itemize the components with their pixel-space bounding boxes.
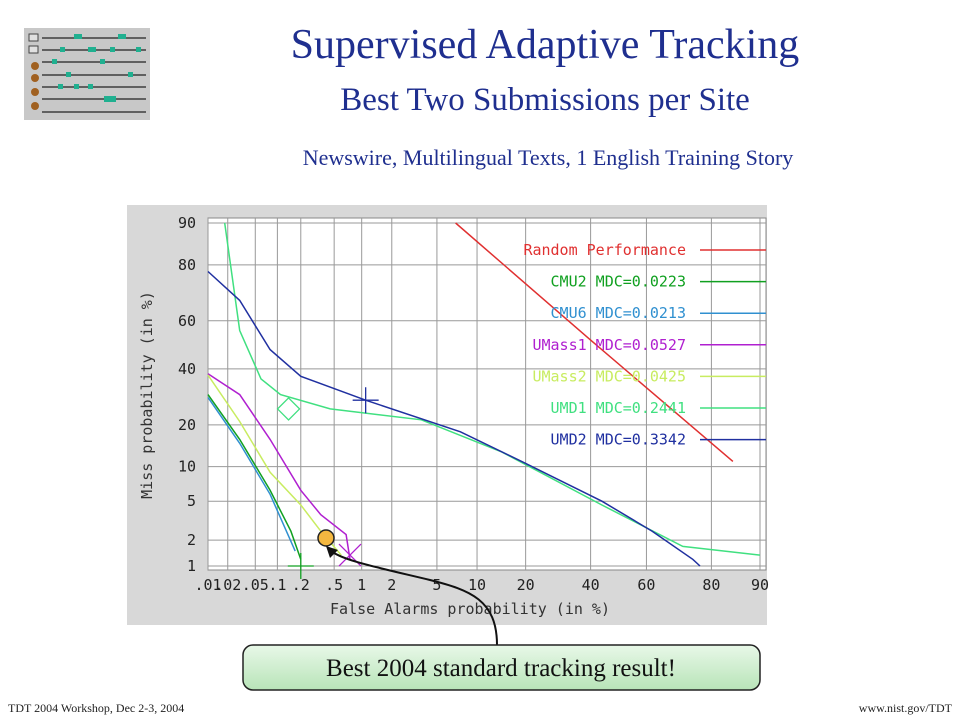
x-tick-label: 90 (751, 576, 769, 594)
callout-text: Best 2004 standard tracking result! (326, 655, 676, 682)
x-tick-label: 80 (702, 576, 720, 594)
highlight-circle (317, 529, 335, 547)
x-tick-label: 1 (357, 576, 366, 594)
y-tick-label: 90 (178, 214, 196, 232)
logo-icon (24, 28, 150, 120)
y-tick-label: 20 (178, 416, 196, 434)
det-curve (207, 270, 701, 567)
footer-left: TDT 2004 Workshop, Dec 2-3, 2004 (8, 701, 184, 715)
y-tick-label: 10 (178, 458, 196, 476)
plot-area (207, 217, 767, 571)
y-tick-label: 1 (187, 557, 196, 575)
title: Supervised Adaptive Tracking (291, 22, 800, 68)
det-curve (207, 396, 296, 552)
arrow-head (326, 546, 338, 558)
det-curve (455, 222, 734, 462)
y-axis-label: Miss probability (in %) (138, 291, 156, 499)
x-tick-label: .1 (268, 576, 286, 594)
legend-label: UMass1 MDC=0.0527 (532, 336, 686, 354)
legend-label: CMU6 MDC=0.0213 (551, 304, 686, 322)
y-tick-label: 5 (187, 492, 196, 510)
min-cost-marker (287, 553, 314, 579)
x-tick-label: 10 (468, 576, 486, 594)
legend-label: UMD2 MDC=0.3342 (551, 431, 686, 449)
det-curve (207, 373, 351, 560)
y-tick-label: 80 (178, 256, 196, 274)
subtitle: Best Two Submissions per Site (340, 82, 750, 118)
x-tick-label: .5 (325, 576, 343, 594)
x-tick-label: .05 (242, 576, 269, 594)
x-tick-label: 2 (387, 576, 396, 594)
x-tick-label: .02 (214, 576, 241, 594)
legend-label: UMass2 MDC=0.0425 (532, 367, 686, 385)
x-axis-label: False Alarms probability (in %) (330, 600, 610, 618)
x-tick-label: 60 (637, 576, 655, 594)
y-tick-label: 60 (178, 312, 196, 330)
x-tick-label: 20 (517, 576, 535, 594)
min-cost-marker (276, 396, 301, 421)
x-tick-label: 5 (432, 576, 441, 594)
x-tick-label: .2 (292, 576, 310, 594)
legend-label: CMU2 MDC=0.0223 (551, 273, 686, 291)
x-tick-label: .01 (194, 576, 221, 594)
min-cost-marker (352, 387, 379, 414)
legend-label: UMD1 MDC=0.2441 (551, 399, 686, 417)
callout-arrow (329, 549, 498, 646)
footer-right: www.nist.gov/TDT (859, 701, 953, 715)
legend-label: Random Performance (523, 241, 686, 259)
det-curve (207, 394, 302, 560)
callout-box (242, 644, 761, 691)
plot: .01.02.05.1 .2 .5 1 2 5 10 20 40 60 80 90 1 2 5 10 20 40 6… (178, 214, 769, 594)
x-tick-label: 40 (582, 576, 600, 594)
y-tick-label: 2 (187, 531, 196, 549)
y-tick-label: 40 (178, 360, 196, 378)
description: Newswire, Multilingual Texts, 1 English … (303, 145, 794, 170)
